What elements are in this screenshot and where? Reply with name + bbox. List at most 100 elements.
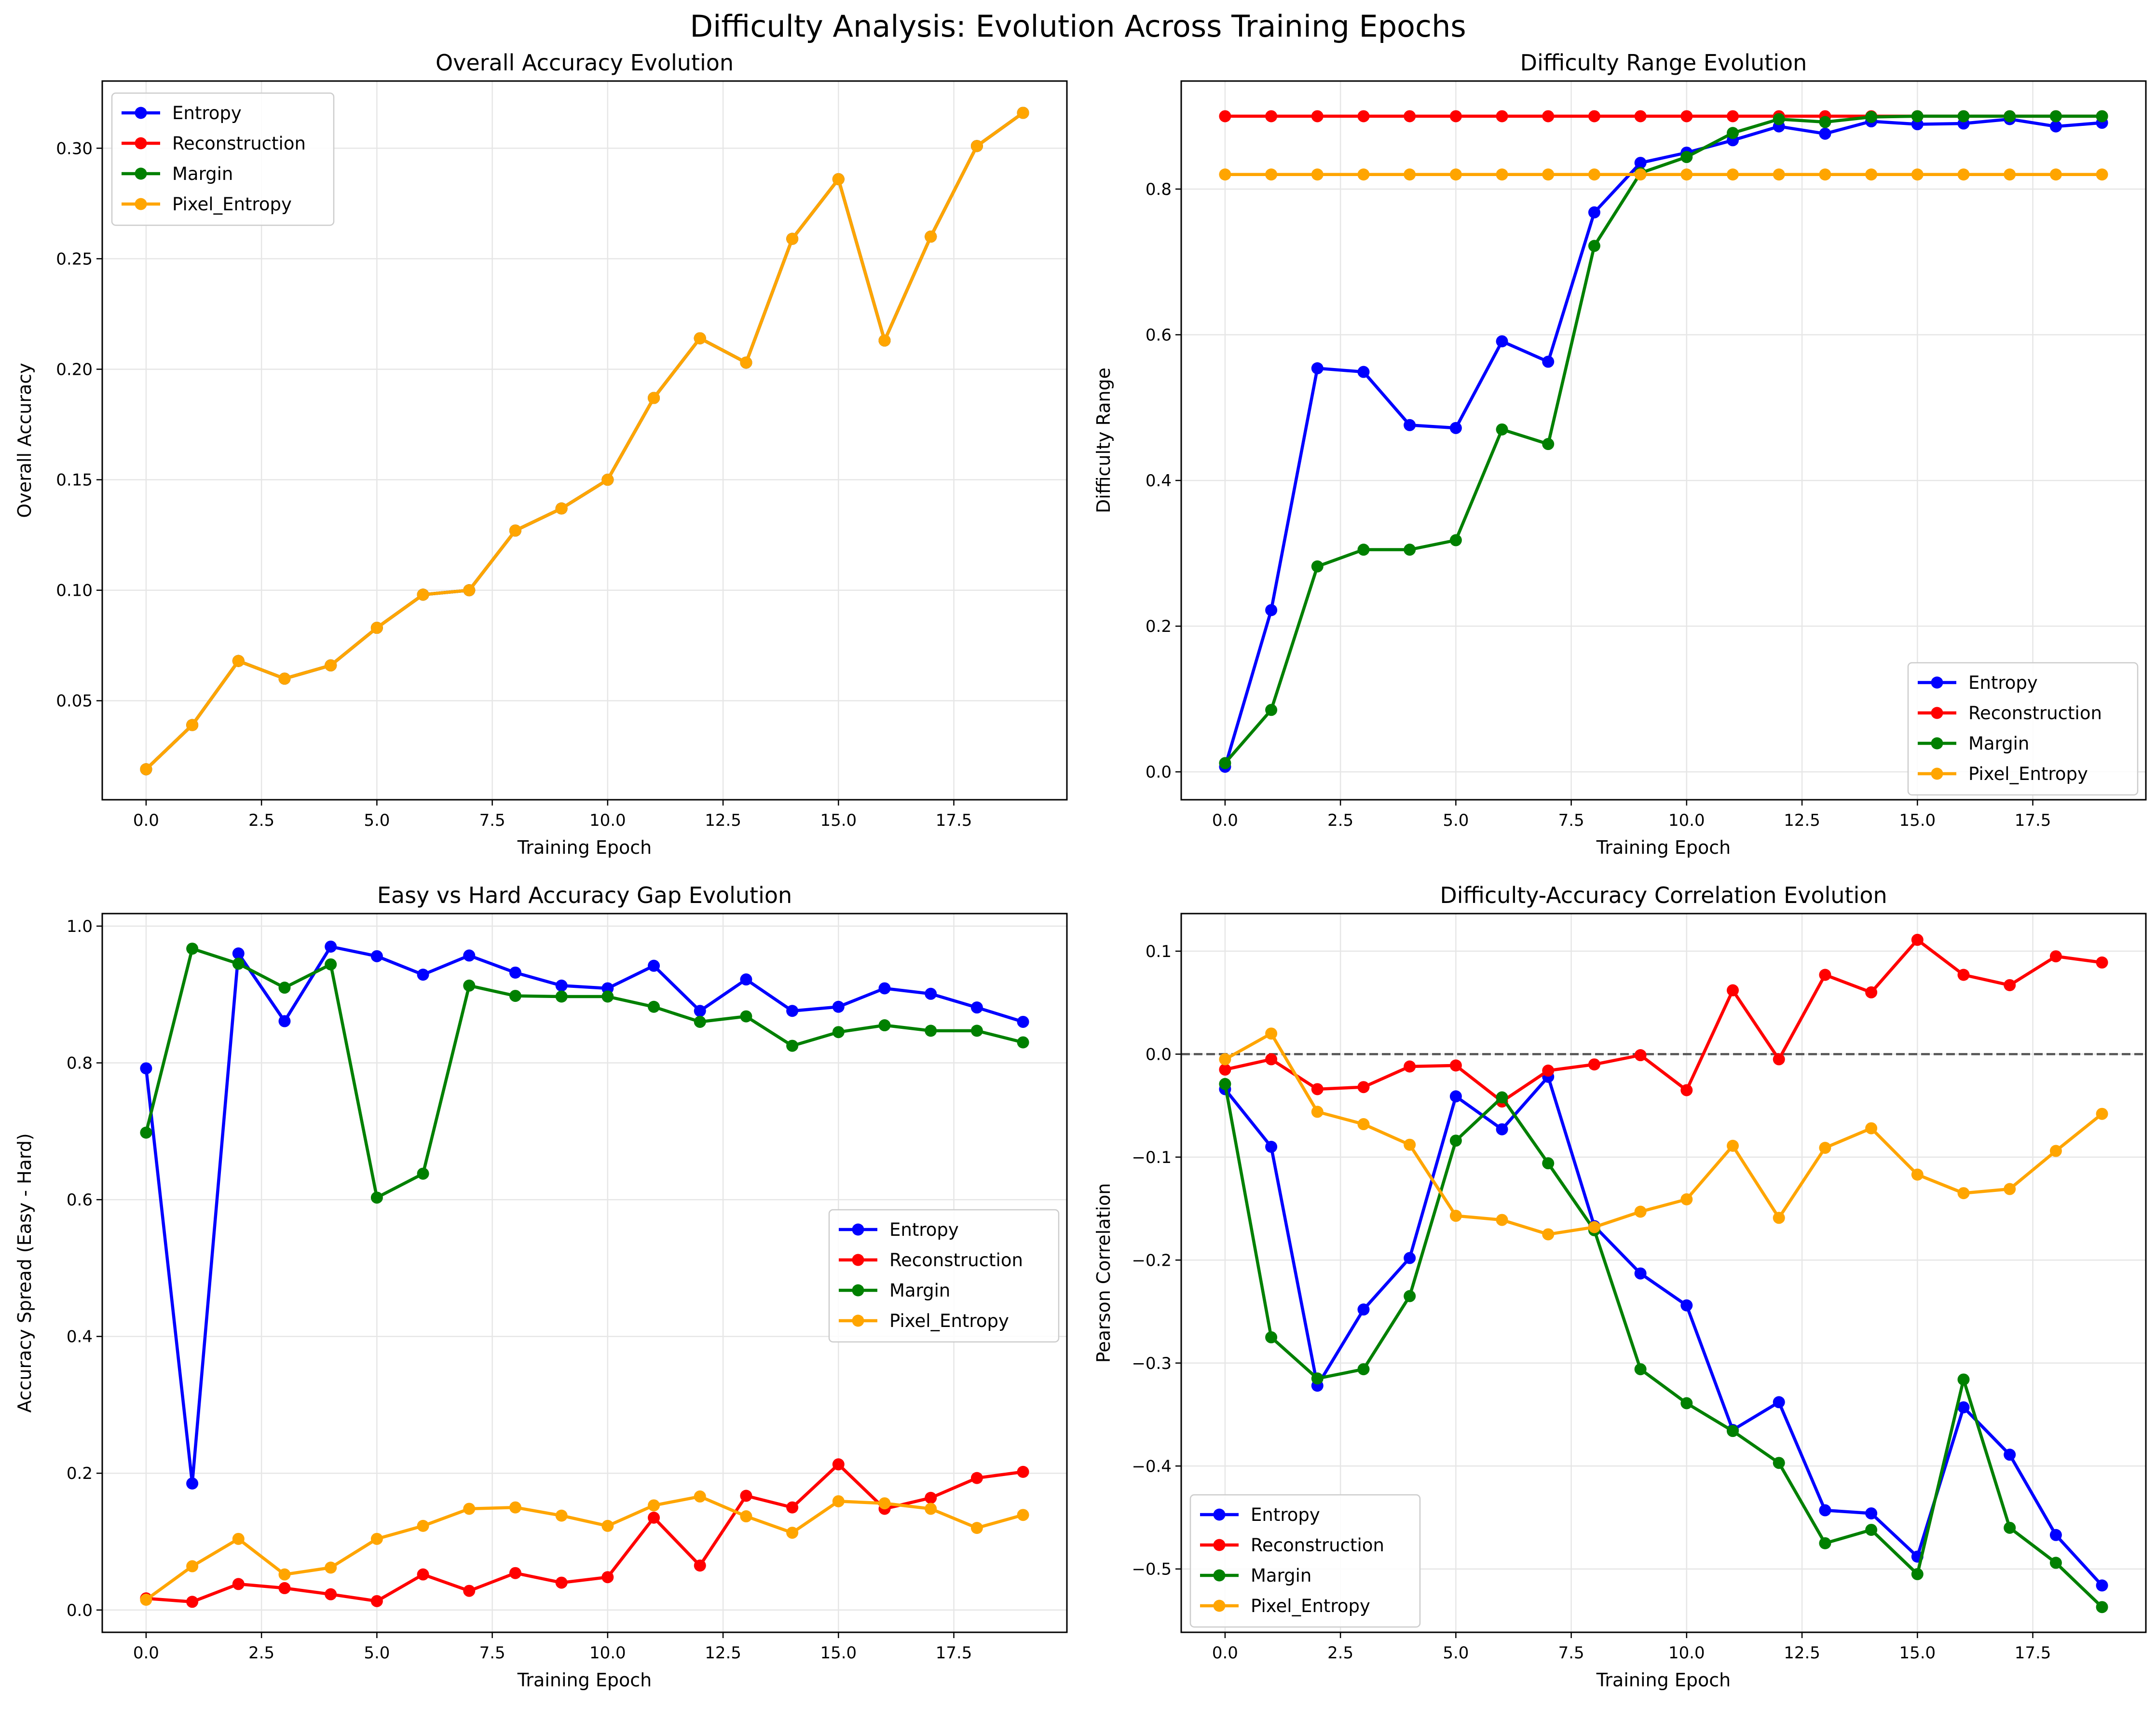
data-point: [1496, 1123, 1508, 1135]
data-point: [925, 231, 937, 243]
x-tick-label: 10.0: [589, 1643, 626, 1663]
data-point: [140, 1594, 152, 1606]
legend-label: Entropy: [889, 1219, 959, 1240]
data-point: [740, 1010, 752, 1023]
data-point: [186, 1596, 199, 1608]
data-point: [1957, 1373, 1970, 1386]
data-point: [2049, 950, 2062, 963]
data-point: [1680, 110, 1693, 123]
data-point: [1219, 110, 1231, 123]
data-point: [1727, 127, 1739, 139]
series-entropy: [1219, 1070, 2108, 1592]
data-point: [925, 1025, 937, 1037]
data-point: [509, 990, 521, 1002]
legend-label: Reconstruction: [172, 133, 306, 154]
legend-swatch-marker: [1213, 1508, 1226, 1521]
x-tick-label: 17.5: [936, 1643, 972, 1663]
data-point: [278, 672, 291, 685]
data-point: [1265, 1331, 1278, 1343]
data-point: [232, 1532, 245, 1545]
y-axis: −0.5 −0.4 −0.3 −0.2 −0.1 0.0 0.1: [1132, 942, 1181, 1579]
y-tick-label: −0.3: [1132, 1354, 1172, 1373]
x-tick-label: 2.5: [248, 1643, 274, 1663]
subplot-4: 0.0 2.5 5.0 7.5 10.0 12.5 15.0 17.5 −0.5 −0.4 −0.3…: [1093, 882, 2147, 1691]
legend-item-margin: Margin: [1918, 733, 2029, 754]
data-point: [1219, 757, 1231, 769]
x-axis: 0.0 2.5 5.0 7.5 10.0 12.5 15.0 17.5: [133, 1632, 972, 1663]
axes-frame: [1180, 913, 2147, 1633]
data-point: [2004, 1449, 2016, 1461]
data-point: [1588, 1221, 1600, 1233]
series-margin: [140, 943, 1029, 1204]
data-point: [786, 1039, 799, 1052]
y-axis: 0.05 0.10 0.15 0.20 0.25 0.30: [56, 139, 102, 711]
data-point: [786, 1527, 799, 1539]
data-point: [1957, 969, 1970, 981]
data-point: [1911, 110, 1924, 123]
series-pixel-entropy: [1219, 168, 2108, 181]
series-line: [1225, 938, 2102, 1103]
legend-item-margin: Margin: [839, 1280, 950, 1301]
legend-item-entropy: Entropy: [839, 1219, 959, 1240]
data-point: [1865, 1524, 1878, 1536]
y-tick-label: 0.0: [67, 1601, 93, 1620]
subplot-2: 0.0 2.5 5.0 7.5 10.0 12.5 15.0 17.5 0.0 0.2 0.4 0.6…: [1093, 50, 2147, 858]
data-point: [1357, 544, 1370, 556]
data-point: [925, 1503, 937, 1515]
data-point: [232, 1578, 245, 1590]
x-axis: 0.0 2.5 5.0 7.5 10.0 12.5 15.0 17.5: [1212, 800, 2051, 830]
x-tick-label: 5.0: [1443, 1643, 1469, 1663]
legend-swatch-marker: [135, 198, 147, 210]
x-tick-label: 7.5: [1558, 1643, 1584, 1663]
legend-swatch-marker: [1931, 676, 1943, 689]
data-point: [1357, 1081, 1370, 1094]
subplot-title: Overall Accuracy Evolution: [436, 50, 734, 76]
data-point: [694, 1015, 706, 1028]
data-point: [232, 655, 245, 667]
data-point: [1634, 110, 1647, 123]
y-tick-label: 0.0: [1146, 1045, 1172, 1064]
data-point: [1542, 110, 1555, 123]
data-point: [878, 1019, 891, 1032]
data-point: [463, 1503, 476, 1515]
y-tick-label: 0.8: [1146, 180, 1172, 199]
data-point: [1404, 1060, 1416, 1073]
data-point: [740, 1510, 752, 1523]
data-point: [417, 969, 429, 981]
x-tick-label: 17.5: [2015, 811, 2051, 830]
data-point: [694, 332, 706, 344]
data-point: [1404, 1290, 1416, 1302]
data-point: [555, 1509, 568, 1522]
data-point: [925, 987, 937, 1000]
data-point: [140, 1126, 152, 1139]
y-tick-label: 0.1: [1146, 942, 1172, 961]
x-tick-label: 0.0: [1212, 1643, 1238, 1663]
data-point: [1957, 110, 1970, 123]
data-point: [1449, 534, 1462, 547]
legend-item-reconstruction: Reconstruction: [839, 1250, 1023, 1271]
x-axis-label: Training Epoch: [517, 1669, 652, 1691]
data-point: [2096, 956, 2108, 969]
data-point: [2049, 120, 2062, 133]
data-point: [694, 1005, 706, 1017]
data-point: [463, 979, 476, 992]
series-pixel-entropy: [140, 107, 1029, 776]
data-point: [278, 1015, 291, 1027]
x-tick-label: 10.0: [1668, 811, 1705, 830]
data-point: [1311, 110, 1324, 123]
data-point: [325, 958, 337, 971]
series-line: [1223, 117, 2102, 767]
data-point: [1542, 1065, 1555, 1077]
data-point: [1819, 1537, 1831, 1549]
legend-item-margin: Margin: [122, 164, 233, 184]
x-axis-label: Training Epoch: [1596, 1669, 1731, 1691]
subplot-1: 0.0 2.5 5.0 7.5 10.0 12.5 15.0 17.5 0.05 0.10 0.15…: [14, 50, 1068, 858]
data-point: [370, 1595, 383, 1607]
data-point: [1542, 1157, 1555, 1170]
legend-item-pixel-entropy: Pixel_Entropy: [1200, 1596, 1370, 1616]
y-tick-label: 0.15: [56, 471, 93, 490]
legend-label: Entropy: [172, 103, 242, 123]
axes-frame: [1180, 80, 2147, 801]
series-reconstruction: [140, 1458, 1029, 1608]
data-point: [1357, 366, 1370, 378]
